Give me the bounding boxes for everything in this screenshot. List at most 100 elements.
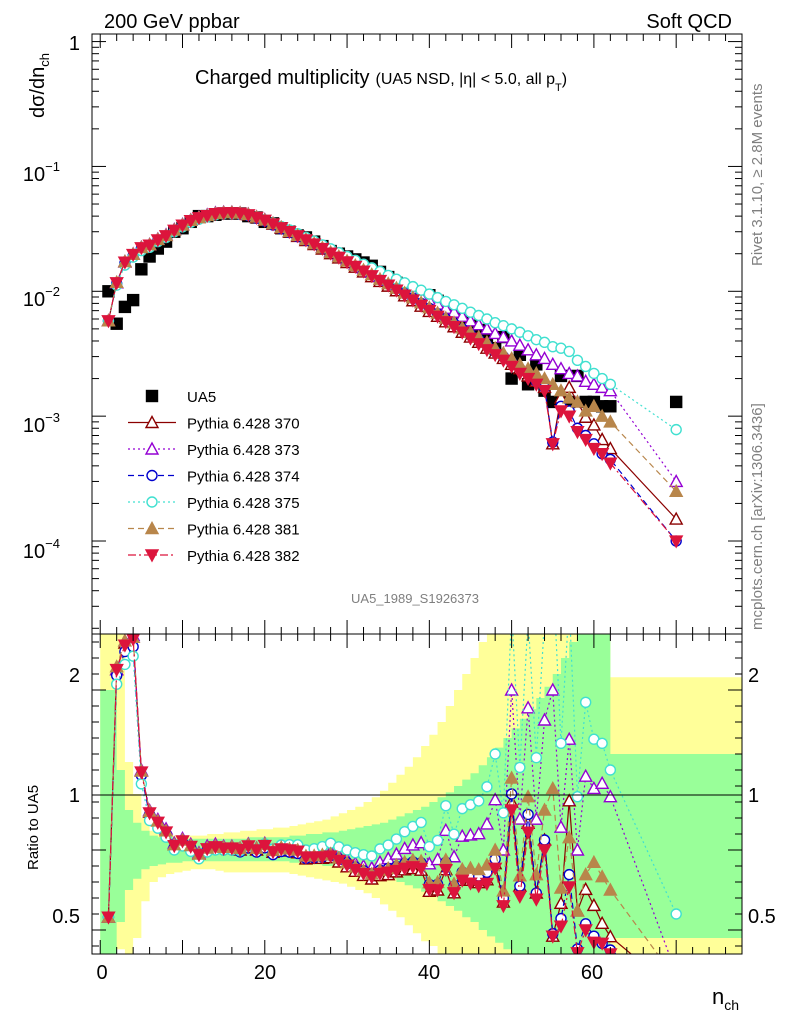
point-pythia-6-428-373-61 — [594, 379, 610, 394]
ratio-point-pythia-6-428-381-45 — [463, 860, 478, 874]
legend-marker-pythia-6-428-370 — [144, 415, 160, 429]
ratio-point-pythia-6-428-375-61 — [596, 737, 608, 750]
main-y-axis-label: dσ/dnch — [27, 53, 52, 118]
legend-entry-pythia-6-428-375: Pythia 6.428 375 — [128, 495, 300, 512]
point-pythia-6-428-382-55 — [545, 438, 560, 452]
ratio-point-pythia-6-428-381-54 — [537, 802, 552, 816]
ratio-point-pythia-6-428-382-12 — [191, 849, 207, 863]
x-axis-label: nch — [712, 984, 739, 1013]
ratio-y-axis-label: Ratio to UA5 — [25, 785, 42, 870]
ratio-point-pythia-6-428-382-17 — [232, 843, 248, 858]
point-pythia-6-428-382-13 — [200, 210, 215, 224]
point-pythia-6-428-373-58 — [570, 368, 585, 382]
stat-uncertainty-band — [100, 634, 742, 954]
point-ua5-5 — [135, 263, 148, 276]
point-pythia-6-428-375-70 — [670, 423, 682, 436]
legend-entry-pythia-6-428-374: Pythia 6.428 374 — [128, 469, 300, 486]
point-pythia-6-428-373-57 — [562, 365, 577, 380]
ratio-point-pythia-6-428-370-61 — [594, 915, 610, 930]
point-pythia-6-428-370-70 — [668, 511, 684, 525]
ratio-point-pythia-6-428-373-59 — [578, 768, 593, 782]
point-pythia-6-428-382-61 — [594, 448, 610, 462]
axis-ticks — [92, 34, 742, 954]
legend-entry-pythia-6-428-382: Pythia 6.428 382 — [128, 548, 300, 565]
legend-marker-pythia-6-428-381 — [144, 521, 160, 535]
ratio-point-pythia-6-428-382-55 — [545, 930, 560, 944]
ratio-plot-frame — [91, 633, 743, 955]
category-label: Soft QCD — [646, 11, 732, 33]
ratio-point-pythia-6-428-375-48 — [489, 748, 501, 760]
y-tick-label-1: 1 — [69, 33, 80, 55]
point-pythia-6-428-382-8 — [158, 230, 174, 244]
ratio-point-pythia-6-428-382-36 — [389, 864, 404, 878]
point-pythia-6-428-382-3 — [117, 256, 133, 270]
ratio-point-pythia-6-428-382-61 — [594, 937, 610, 951]
point-ua5-50 — [505, 372, 518, 385]
ratio-point-pythia-6-428-382-15 — [216, 842, 231, 856]
ratio-y-tick-2-right: 2 — [748, 665, 759, 687]
series-pythia-6-428-382 — [101, 207, 684, 549]
point-pythia-6-428-382-57 — [562, 410, 577, 424]
ratio-point-pythia-6-428-374-70 — [671, 993, 681, 1003]
point-ua5-62 — [604, 400, 617, 413]
point-pythia-6-428-382-6 — [142, 239, 157, 253]
legend-entry-pythia-6-428-373: Pythia 6.428 373 — [128, 441, 300, 459]
point-pythia-6-428-375-60 — [588, 367, 600, 380]
ratio-point-pythia-6-428-381-57 — [562, 830, 577, 844]
ratio-point-pythia-6-428-373-61 — [594, 775, 610, 790]
ratio-point-pythia-6-428-373-48 — [487, 792, 503, 806]
point-pythia-6-428-382-59 — [578, 433, 593, 447]
ratio-point-pythia-6-428-382-21 — [265, 846, 281, 860]
x-tick-0: 0 — [96, 962, 107, 984]
x-tick-20: 20 — [254, 962, 276, 984]
ratio-point-pythia-6-428-382-1 — [101, 911, 116, 925]
ratio-point-pythia-6-428-382-54 — [537, 844, 552, 858]
ratio-point-pythia-6-428-375-37 — [398, 826, 411, 838]
point-pythia-6-428-382-2 — [109, 277, 124, 291]
ratio-point-pythia-6-428-381-48 — [487, 842, 503, 856]
ratio-plot-series — [101, 634, 682, 1004]
ratio-point-pythia-6-428-382-42 — [438, 863, 453, 878]
legend-marker-pythia-6-428-373 — [144, 441, 160, 455]
point-pythia-6-428-382-10 — [175, 219, 190, 233]
point-pythia-6-428-382-14 — [208, 208, 223, 222]
y-tick-label-1e-4: 10−4 — [23, 536, 60, 563]
ratio-point-pythia-6-428-374-51 — [514, 880, 526, 892]
point-pythia-6-428-382-1 — [101, 315, 116, 329]
ratio-y-tick-0.5: 0.5 — [52, 906, 80, 928]
point-pythia-6-428-375-59 — [579, 360, 592, 373]
ratio-point-pythia-6-428-381-70 — [670, 973, 682, 984]
point-pythia-6-428-381-60 — [586, 398, 602, 412]
point-pythia-6-428-382-62 — [603, 457, 618, 471]
point-pythia-6-428-373-54 — [537, 350, 552, 365]
ratio-point-pythia-6-428-373-62 — [603, 789, 618, 803]
ratio-point-pythia-6-428-382-70 — [670, 993, 682, 1004]
legend-entry-pythia-6-428-370: Pythia 6.428 370 — [128, 415, 300, 433]
subtitle-text: (UA5 NSD, |η| < 5.0, all p — [376, 71, 556, 88]
ratio-point-pythia-6-428-382-51 — [512, 890, 528, 904]
ratio-point-pythia-6-428-381-61 — [594, 869, 610, 883]
ratio-point-pythia-6-428-374-52 — [522, 808, 534, 821]
legend-marker-pythia-6-428-382 — [144, 549, 160, 563]
x-tick-60: 60 — [581, 962, 603, 984]
ratio-point-pythia-6-428-381-59 — [578, 867, 593, 881]
ratio-point-pythia-6-428-375-40 — [423, 840, 436, 853]
point-pythia-6-428-381-56 — [553, 383, 569, 397]
point-ua5-3 — [118, 300, 132, 314]
point-pythia-6-428-381-70 — [668, 483, 684, 498]
ratio-point-pythia-6-428-382-39 — [413, 862, 429, 876]
point-pythia-6-428-373-62 — [603, 383, 618, 397]
ratio-point-pythia-6-428-381-56 — [553, 880, 569, 894]
point-ua5-4 — [126, 293, 140, 307]
main-plot-series — [101, 204, 684, 549]
ratio-point-pythia-6-428-373-58 — [570, 842, 585, 856]
point-pythia-6-428-382-54 — [537, 384, 552, 399]
rivet-version-label: Rivet 3.1.10, ≥ 2.8M events — [749, 84, 766, 267]
ratio-y-tick-1: 1 — [69, 785, 80, 807]
point-pythia-6-428-381-58 — [570, 394, 585, 408]
point-pythia-6-428-373-60 — [586, 376, 602, 390]
point-pythia-6-428-373-59 — [578, 373, 593, 388]
ratio-point-pythia-6-428-382-56 — [553, 920, 569, 934]
ratio-point-pythia-6-428-382-57 — [562, 881, 577, 895]
ratio-point-pythia-6-428-375-51 — [514, 761, 526, 774]
